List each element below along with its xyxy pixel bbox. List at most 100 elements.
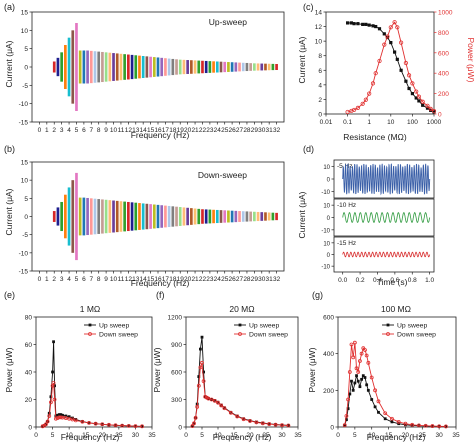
pc-xtick-label: 0.01 — [320, 119, 333, 126]
pa-bar — [193, 60, 197, 74]
pg-series-1-point — [342, 423, 347, 428]
pd-sub2-label: -15 Hz — [337, 240, 356, 247]
pa-bar — [93, 51, 97, 83]
pa-xtick-label: 3 — [60, 127, 64, 134]
pf-legend-label: Up sweep — [249, 323, 279, 330]
pe-series-1-point — [107, 422, 111, 427]
pa-bar — [167, 58, 171, 76]
pe-series-1-point — [100, 422, 105, 427]
pb-xtick-label: 20 — [184, 276, 192, 283]
pf-series-1-point — [273, 422, 278, 427]
pd-sub0-wave — [342, 163, 431, 196]
panel-g-title: 100 MΩ — [381, 304, 411, 314]
pc-series-1-point — [392, 20, 397, 25]
pa-bar — [145, 56, 149, 78]
pc-series-1-point — [382, 42, 387, 47]
pc-series-1-point — [388, 25, 393, 30]
pd-sub1-label: -10 Hz — [337, 202, 356, 209]
panel-e-xlabel: Frequency (Hz) — [61, 432, 120, 442]
pg-series-1-point — [437, 424, 442, 429]
pa-bar — [97, 51, 101, 83]
pb-bar — [271, 212, 275, 221]
pe-series-1-point — [93, 421, 98, 426]
pg-series-1-line — [344, 342, 446, 427]
pb-bar — [241, 211, 245, 222]
pc-series-0-point — [421, 103, 425, 107]
pb-ytick-label: 10 — [21, 178, 29, 185]
pd-xtick-label: 0.0 — [338, 277, 347, 284]
pa-bar — [89, 50, 93, 84]
pb-bar — [67, 187, 71, 246]
pa-bar — [186, 60, 189, 74]
pg-series-1-point — [346, 397, 351, 402]
pg-xtick-label: 10 — [368, 432, 376, 439]
pa-xtick-label: 22 — [199, 127, 207, 134]
pa-bar — [253, 63, 256, 71]
pb-bar — [127, 201, 130, 232]
pb-bar — [197, 208, 201, 225]
pb-xtick-label: 4 — [67, 276, 71, 283]
pg-series-0-point — [345, 418, 348, 422]
pc-series-0-point — [352, 22, 356, 26]
pc-right-ytick-label: 0 — [438, 112, 442, 119]
pc-xtick-label: 0.1 — [343, 119, 352, 126]
panel-f-chart: 0 5 10 15 20 25 30 35 0 300 600 900 1200 Up sweep Down… — [168, 315, 302, 440]
pa-bar — [245, 62, 249, 72]
pa-bar — [149, 56, 152, 78]
pb-bar — [253, 211, 256, 222]
pc-series-1-point — [395, 25, 400, 30]
pc-series-0-point — [346, 21, 350, 25]
pc-right-ytick-label: 800 — [438, 30, 449, 37]
pc-series-1-point — [431, 108, 437, 114]
pg-series-0-point — [355, 374, 358, 378]
pg-series-0-point — [370, 398, 374, 401]
pb-bar — [186, 207, 189, 226]
pb-xtick-label: 9 — [104, 276, 108, 283]
pa-xtick-label: 29 — [251, 127, 259, 134]
pg-series-0-point — [383, 417, 387, 421]
pa-xtick-label: 20 — [184, 127, 192, 134]
pf-series-1-point — [248, 419, 252, 423]
pb-bar — [141, 203, 145, 230]
pa-bar — [130, 54, 134, 80]
pf-series-1-point — [222, 406, 227, 411]
pa-bar — [156, 57, 160, 77]
pa-xtick-label: 1 — [45, 127, 49, 134]
pb-bar — [249, 211, 252, 222]
pa-bar — [227, 62, 230, 72]
pb-xtick-label: 25 — [221, 276, 229, 283]
panel-f-label: (f) — [156, 290, 165, 300]
pa-bar — [190, 60, 193, 74]
pf-xtick-label: 10 — [214, 432, 222, 439]
pe-series-1-point — [44, 422, 48, 427]
panel-e-ylabel: Power (μW) — [4, 347, 14, 392]
pc-series-0-point — [377, 27, 382, 31]
pa-xtick-label: 6 — [82, 127, 86, 134]
pg-series-1-point — [376, 399, 381, 404]
pc-series-1-point — [420, 99, 425, 104]
pg-legend-marker — [386, 332, 390, 336]
pg-xtick-label: 35 — [452, 432, 460, 439]
pc-series-0-point — [349, 21, 354, 25]
pf-xtick-label: 15 — [230, 432, 238, 439]
pa-ytick-label: 0 — [24, 65, 28, 72]
pa-bar — [238, 62, 241, 72]
panel-b-label: (b) — [4, 144, 15, 154]
pc-ytick-label: 10 — [315, 39, 323, 46]
pb-bar — [56, 207, 60, 226]
pf-series-1-point — [280, 423, 284, 428]
pa-bar — [64, 45, 67, 89]
pa-bar — [223, 61, 227, 73]
pe-series-1-point — [113, 423, 118, 428]
pg-series-0-point — [358, 385, 362, 389]
pa-xtick-label: 5 — [75, 127, 79, 134]
pa-xtick-label: 23 — [206, 127, 214, 134]
pf-xtick-label: 20 — [246, 432, 254, 439]
pb-bar — [234, 210, 238, 223]
pc-series-0-point — [374, 24, 378, 29]
pd-xtick-label: 0.2 — [356, 277, 365, 284]
pb-bar — [52, 211, 56, 222]
pb-bar — [245, 211, 249, 222]
pa-xtick-label: 10 — [110, 127, 118, 134]
pe-series-0-point — [64, 414, 68, 418]
